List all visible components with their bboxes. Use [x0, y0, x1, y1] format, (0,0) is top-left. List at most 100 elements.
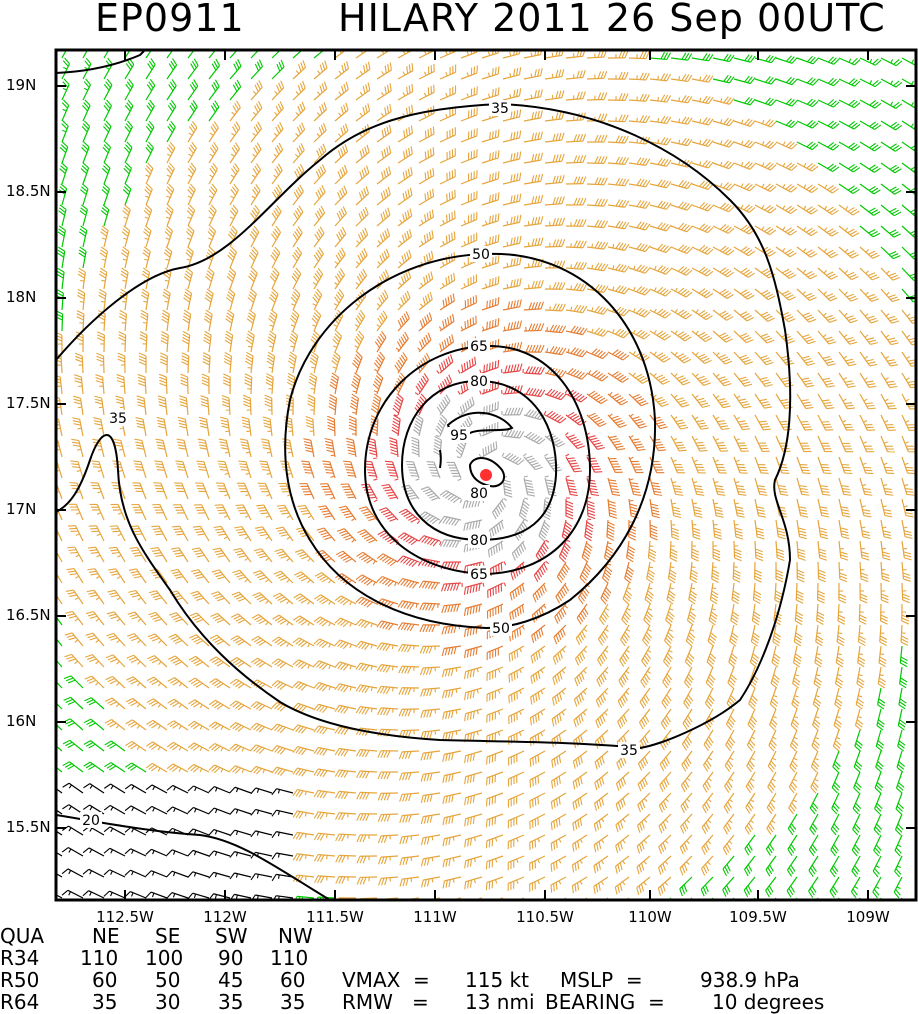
wind-barb	[529, 729, 546, 747]
wind-barb	[313, 660, 336, 670]
wind-barb	[530, 645, 546, 664]
wind-barb	[593, 834, 609, 853]
wind-barb	[859, 246, 880, 259]
wind-barb	[838, 57, 861, 66]
row-label: R50	[0, 968, 40, 992]
wind-barb	[208, 699, 231, 710]
wind-barb	[209, 678, 231, 689]
wind-barb	[457, 396, 475, 416]
wind-barb	[754, 288, 776, 301]
wind-barb	[641, 645, 652, 668]
wind-barb	[485, 813, 504, 828]
wind-barb	[464, 771, 483, 785]
wind-barb	[746, 729, 756, 752]
wind-barb	[733, 118, 756, 127]
wind-barb	[636, 876, 651, 896]
wind-barb	[250, 50, 260, 59]
wind-barb	[681, 729, 693, 751]
wind-barb	[683, 687, 694, 710]
wind-barb	[662, 645, 673, 668]
wind-barb	[599, 603, 610, 626]
wind-barb	[829, 876, 840, 898]
wind-barb	[817, 225, 839, 237]
wind-barb	[691, 372, 711, 386]
lat-label-18n: 18N	[6, 288, 37, 306]
wind-barb	[187, 162, 197, 185]
wind-barb	[859, 57, 882, 66]
wind-barb	[170, 568, 189, 584]
wind-barb	[639, 687, 651, 709]
wind-barb	[208, 764, 231, 774]
r64-se: 30	[155, 990, 181, 1014]
wind-barb	[658, 792, 672, 813]
wind-barb	[56, 809, 63, 815]
wind-barb	[859, 204, 881, 216]
wind-barb	[166, 784, 189, 794]
lat-label-17-5n: 17.5N	[6, 394, 51, 412]
wind-barb	[502, 235, 522, 248]
wind-barb	[250, 873, 273, 881]
wind-barb	[856, 666, 865, 689]
wind-barb	[145, 141, 154, 164]
wind-barb	[523, 131, 543, 143]
wind-barb	[384, 460, 399, 481]
wind-barb	[607, 413, 627, 428]
wind-barb	[203, 330, 212, 353]
wind-barb	[544, 175, 565, 185]
r50-sw: 45	[218, 968, 244, 992]
wind-barb	[460, 274, 478, 290]
wind-barb	[334, 268, 346, 290]
wind-barb	[529, 750, 546, 767]
wind-barb	[724, 750, 735, 773]
wind-barb	[250, 744, 273, 754]
wind-barb	[113, 438, 126, 458]
wind-barb	[574, 666, 588, 687]
wind-barb	[416, 352, 431, 374]
wind-barb	[210, 612, 231, 626]
wind-barb	[356, 876, 378, 885]
wind-barb	[231, 591, 252, 605]
r34-nw: 110	[270, 946, 309, 970]
wind-barb	[340, 483, 357, 500]
wind-barb	[418, 188, 435, 206]
wind-barb	[355, 61, 371, 80]
wind-barb	[297, 504, 315, 521]
wind-barb	[487, 582, 507, 598]
wind-barb	[817, 414, 834, 431]
wind-barb	[313, 638, 336, 649]
wind-barb	[817, 288, 838, 302]
wind-barb	[615, 792, 630, 812]
wind-barb	[572, 750, 588, 769]
wind-barb	[234, 526, 252, 542]
wind-barb	[397, 577, 420, 589]
wind-barb	[791, 687, 800, 710]
wind-barb	[147, 633, 168, 647]
wind-barb	[712, 309, 734, 321]
wind-barb	[893, 876, 903, 899]
wind-barb	[195, 482, 210, 500]
wind-barb	[177, 416, 189, 437]
wind-barb	[794, 603, 804, 626]
wind-barb	[164, 225, 174, 248]
wind-barb	[334, 61, 350, 80]
wind-barb	[397, 311, 410, 332]
wind-barb	[196, 460, 210, 479]
wind-barb	[665, 603, 675, 626]
wind-barb	[132, 482, 147, 500]
wind-barb	[108, 546, 126, 563]
wind-barb	[691, 266, 714, 277]
wind-barb	[788, 792, 798, 815]
wind-barb	[291, 267, 302, 290]
wind-barb	[155, 438, 168, 458]
wind-barb	[586, 327, 609, 337]
wind-barb	[689, 561, 699, 584]
wind-barb	[550, 876, 567, 893]
wind-barb	[817, 393, 835, 410]
wind-barb	[523, 194, 544, 206]
wind-barb	[789, 750, 798, 773]
wind-barb	[670, 287, 693, 298]
wind-barb	[84, 675, 105, 689]
wind-barb	[637, 771, 651, 792]
wind-barb	[712, 519, 723, 540]
wind-barb	[637, 792, 651, 813]
